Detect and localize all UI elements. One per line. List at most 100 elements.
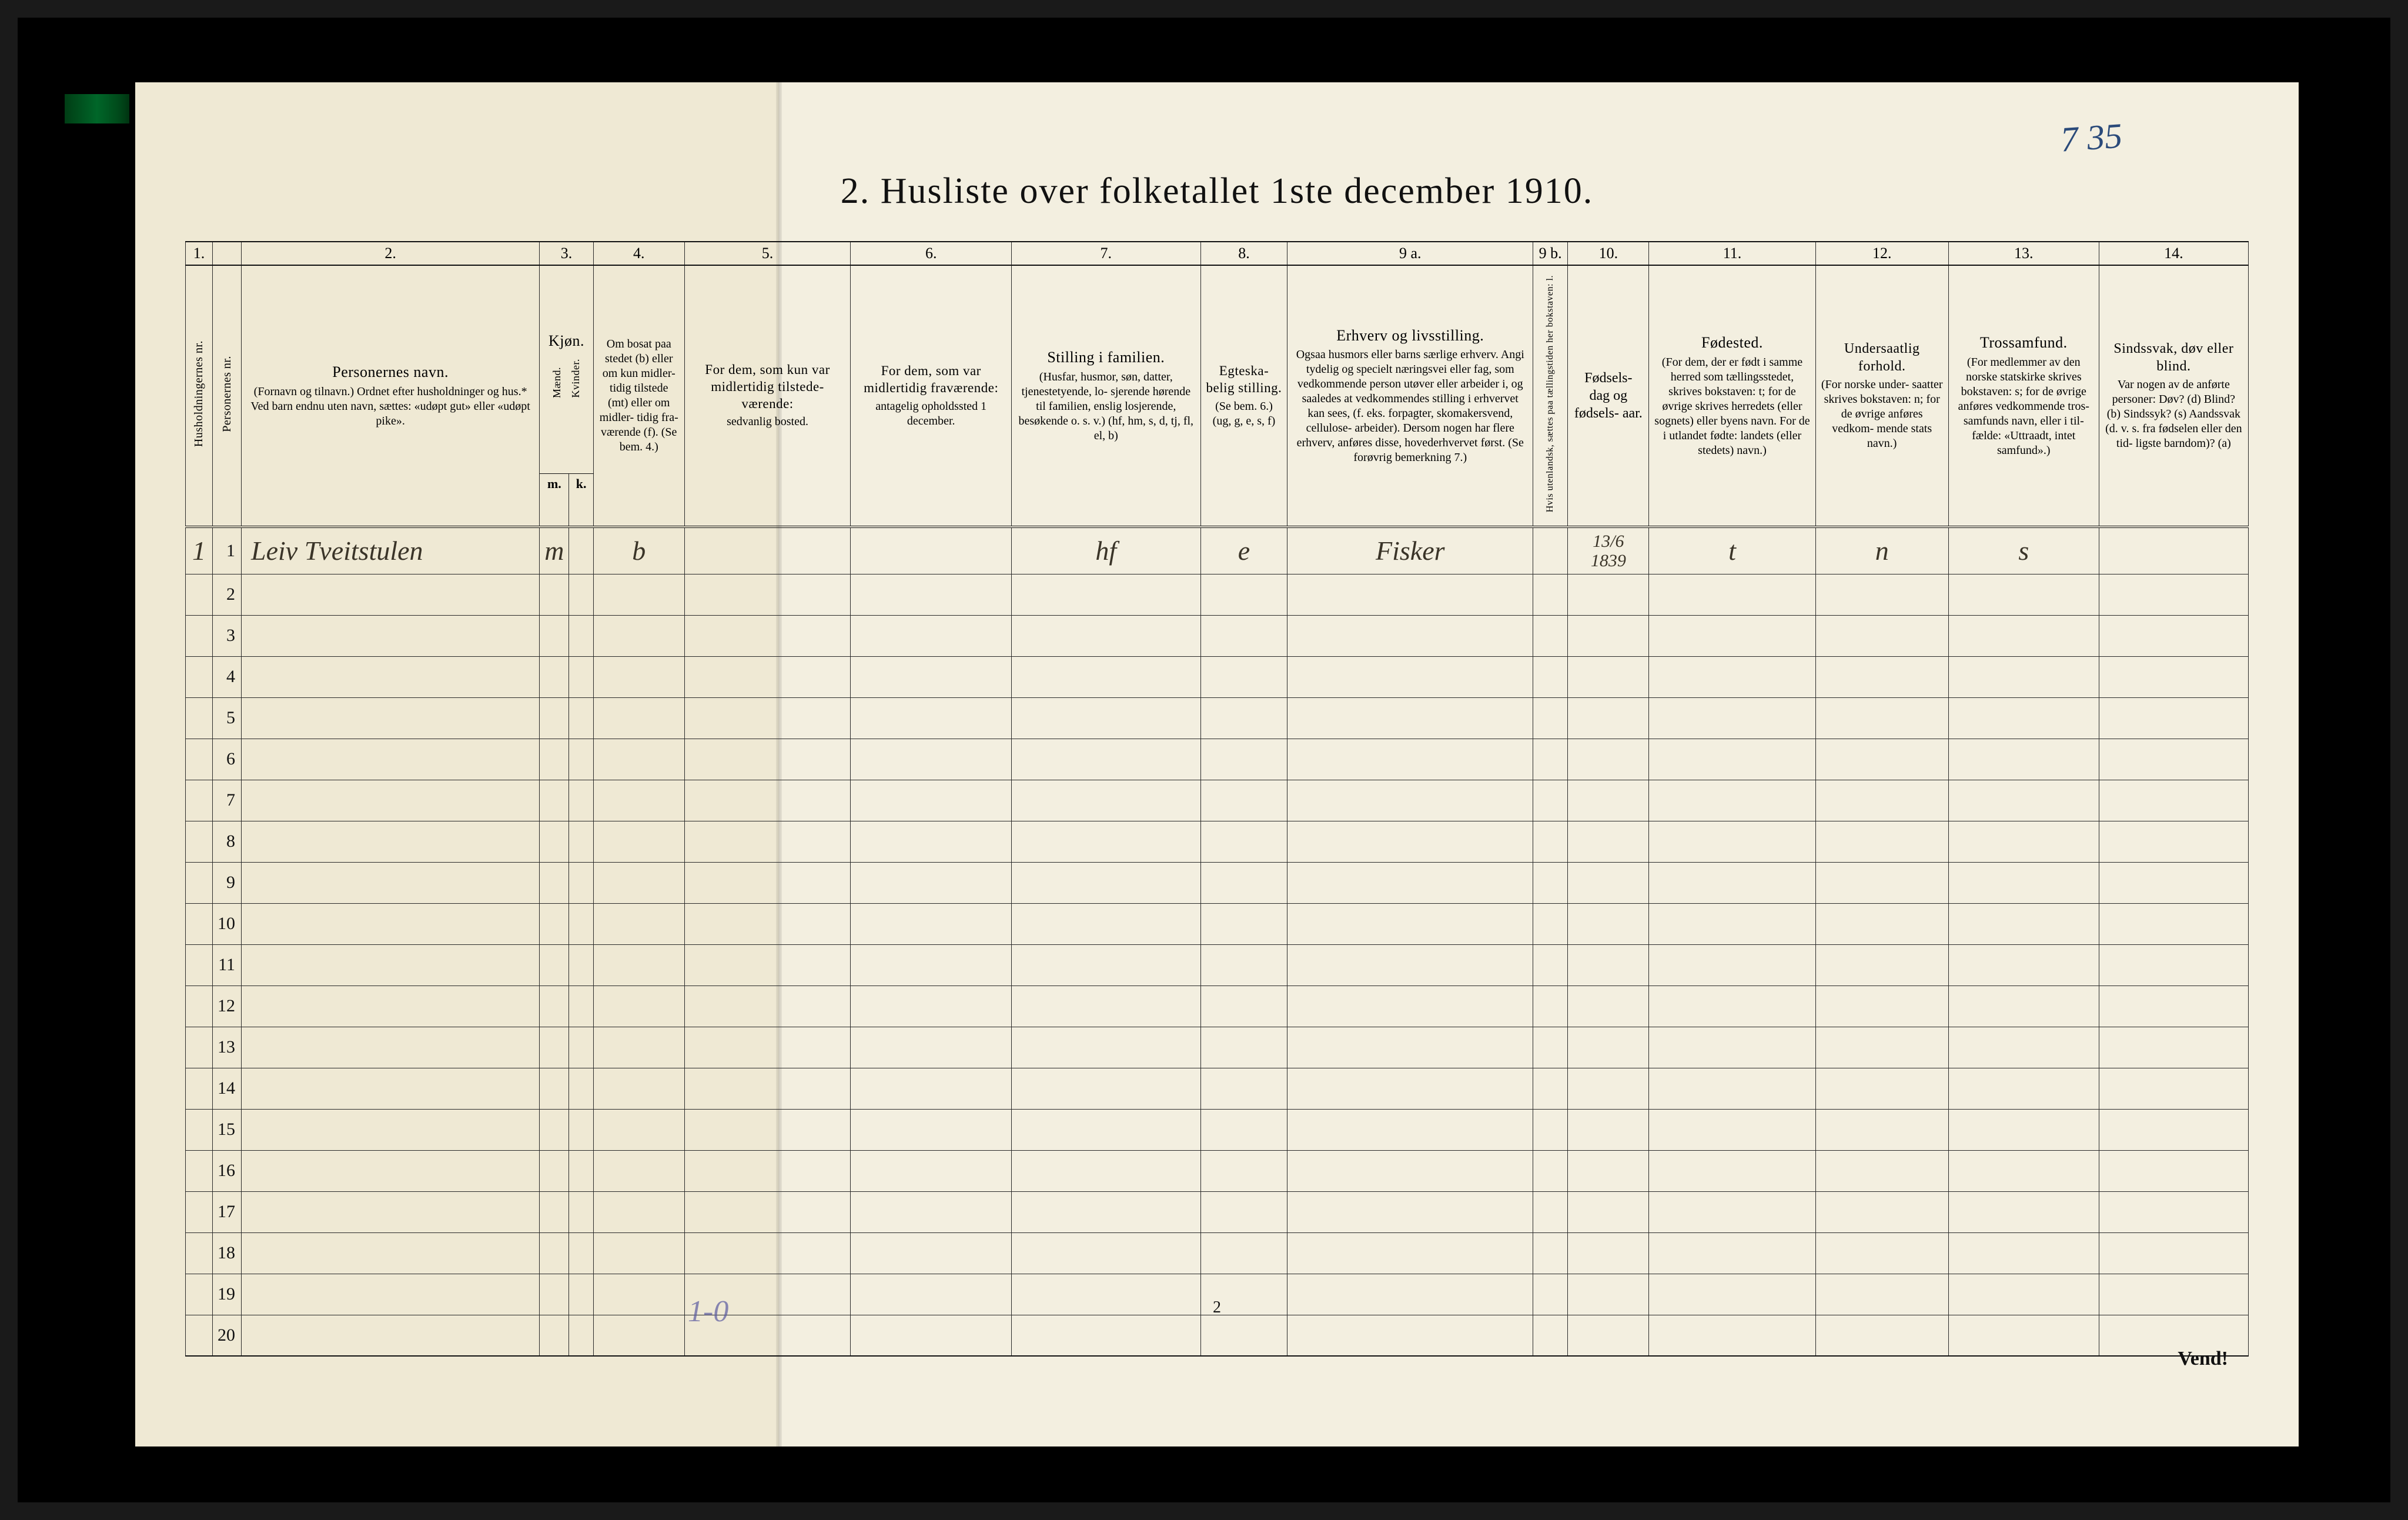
cell xyxy=(1649,574,1815,615)
cell xyxy=(593,903,684,944)
egteskab-sub: (Se bem. 6.) (ug, g, e, s, f) xyxy=(1206,399,1283,429)
cell xyxy=(242,780,540,821)
cell xyxy=(2099,986,2248,1027)
header-trossamfund: Trossamfund. (For medlemmer av den norsk… xyxy=(1948,265,2099,527)
cell xyxy=(1012,1068,1201,1109)
cell xyxy=(1533,944,1568,986)
cell xyxy=(186,1109,213,1150)
cell xyxy=(2099,615,2248,656)
header-person-nr: Personernes nr. xyxy=(213,265,242,527)
colnum-2: 2. xyxy=(242,242,540,265)
cell xyxy=(1287,1232,1533,1274)
cell xyxy=(186,1232,213,1274)
cell xyxy=(540,1315,569,1356)
cell: 9 xyxy=(213,862,242,903)
cell xyxy=(569,1315,593,1356)
cell xyxy=(2099,697,2248,739)
colnum-1b xyxy=(213,242,242,265)
cell xyxy=(2099,1068,2248,1109)
cell: 20 xyxy=(213,1315,242,1356)
cell xyxy=(569,1191,593,1232)
cell xyxy=(851,780,1012,821)
cell xyxy=(1287,1109,1533,1150)
mt-fravaer-sub: antagelig opholdssted 1 december. xyxy=(855,399,1006,429)
cell xyxy=(1287,1150,1533,1191)
cell xyxy=(2099,656,2248,697)
cell xyxy=(1012,1315,1201,1356)
cell xyxy=(1012,1150,1201,1191)
cell xyxy=(2099,1232,2248,1274)
cell xyxy=(1568,1109,1649,1150)
cell xyxy=(684,903,851,944)
cell xyxy=(1533,527,1568,574)
cell xyxy=(1815,574,1948,615)
cell xyxy=(684,862,851,903)
cell: Fisker xyxy=(1287,527,1533,574)
census-table: 1. 2. 3. 4. 5. 6. 7. 8. 9 a. 9 b. 10. 11… xyxy=(185,241,2249,1357)
cell: 16 xyxy=(213,1150,242,1191)
cell: e xyxy=(1200,527,1287,574)
cell xyxy=(540,1068,569,1109)
column-number-row: 1. 2. 3. 4. 5. 6. 7. 8. 9 a. 9 b. 10. 11… xyxy=(186,242,2249,265)
cell xyxy=(1568,1150,1649,1191)
trossamfund-title: Trossamfund. xyxy=(1954,333,2094,353)
cell xyxy=(1815,1315,1948,1356)
egteskab-title: Egteska- belig stilling. xyxy=(1206,363,1283,397)
table-row: 10 xyxy=(186,903,2249,944)
header-row: Husholdningernes nr. Personernes nr. Per… xyxy=(186,265,2249,473)
table-row: 4 xyxy=(186,656,2249,697)
table-row: 18 xyxy=(186,1232,2249,1274)
cell xyxy=(540,1109,569,1150)
cell xyxy=(684,1150,851,1191)
kjon-title: Kjøn. xyxy=(544,332,588,351)
cell xyxy=(1287,1315,1533,1356)
cell xyxy=(242,697,540,739)
cell: 13 xyxy=(213,1027,242,1068)
cell xyxy=(1533,1232,1568,1274)
cell xyxy=(1948,944,2099,986)
cell xyxy=(1012,1027,1201,1068)
cell xyxy=(1012,986,1201,1027)
colnum-4: 4. xyxy=(593,242,684,265)
cell xyxy=(1568,1027,1649,1068)
cell xyxy=(569,574,593,615)
table-row: 15 xyxy=(186,1109,2249,1150)
cell xyxy=(1200,944,1287,986)
header-navn: Personernes navn. (Fornavn og tilnavn.) … xyxy=(242,265,540,527)
cell xyxy=(242,574,540,615)
cell xyxy=(1200,1191,1287,1232)
cell xyxy=(1948,821,2099,862)
cell xyxy=(684,1027,851,1068)
cell: 7 xyxy=(213,780,242,821)
cell xyxy=(540,986,569,1027)
table-row: 11Leiv TveitstulenmbhfeFisker13/6 1839tn… xyxy=(186,527,2249,574)
maend-label: Mænd. xyxy=(549,361,565,404)
table-row: 20 xyxy=(186,1315,2249,1356)
cell xyxy=(1649,821,1815,862)
cell: 4 xyxy=(213,656,242,697)
cell xyxy=(186,656,213,697)
cell xyxy=(569,527,593,574)
cell xyxy=(1815,780,1948,821)
cell: 6 xyxy=(213,739,242,780)
cell xyxy=(540,1027,569,1068)
cell: n xyxy=(1815,527,1948,574)
document-page: 7 35 2. Husliste over folketallet 1ste d… xyxy=(135,82,2299,1446)
cell xyxy=(1815,656,1948,697)
cell xyxy=(851,944,1012,986)
cell xyxy=(1287,1191,1533,1232)
cell xyxy=(1287,780,1533,821)
mt-tilstede-title: For dem, som kun var midlertidig tilsted… xyxy=(690,362,846,412)
cell xyxy=(1948,574,2099,615)
cell xyxy=(242,862,540,903)
fodested-title: Fødested. xyxy=(1654,333,1810,353)
cell xyxy=(540,903,569,944)
cell xyxy=(186,1068,213,1109)
cell xyxy=(1948,1315,2099,1356)
cell xyxy=(851,1150,1012,1191)
cell xyxy=(1649,656,1815,697)
table-row: 12 xyxy=(186,986,2249,1027)
header-utenlandsk: Hvis utenlandsk, sættes paa tællingstide… xyxy=(1533,265,1568,527)
colnum-10: 10. xyxy=(1568,242,1649,265)
cell xyxy=(186,1191,213,1232)
